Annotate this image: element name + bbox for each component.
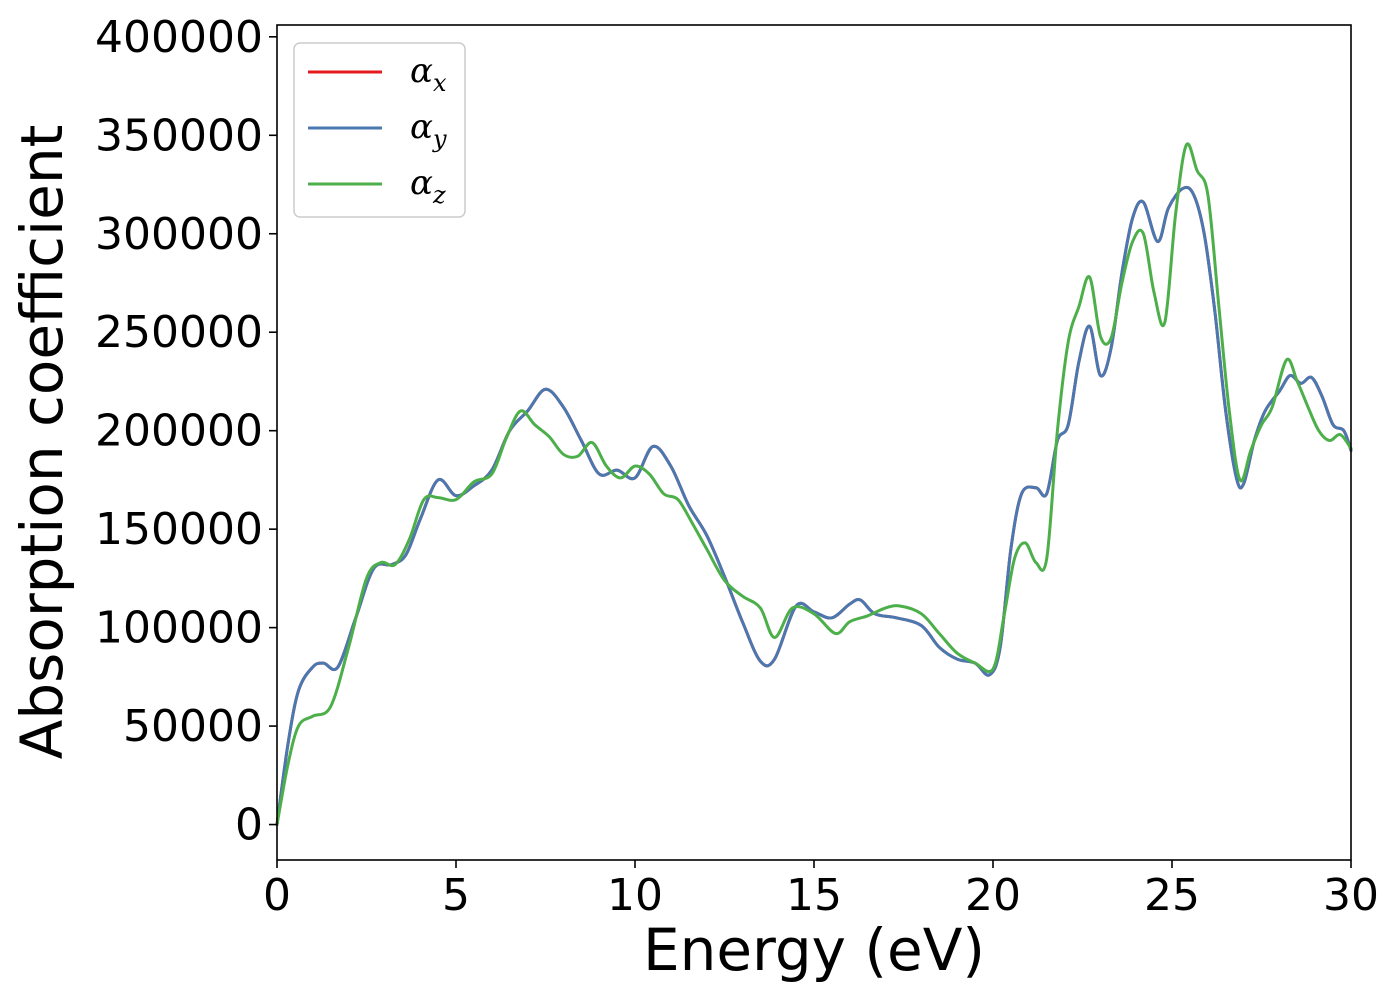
- x-tick-label: 20: [965, 870, 1021, 921]
- y-tick-label: 250000: [95, 307, 263, 358]
- x-axis: 0 5 10 15 20 25 30: [263, 860, 1379, 921]
- legend-label-x: αx: [410, 51, 447, 97]
- legend-label-z: αz: [410, 163, 446, 209]
- x-tick-label: 30: [1323, 870, 1379, 921]
- y-tick-label: 200000: [95, 406, 263, 457]
- y-tick-label: 0: [235, 800, 263, 851]
- series-line-z: [275, 142, 1353, 827]
- legend-label-y: αy: [410, 107, 447, 153]
- legend: αx αy αz: [293, 42, 466, 218]
- x-tick-label: 5: [442, 870, 470, 921]
- legend-box: [293, 42, 466, 218]
- y-tick-label: 100000: [95, 603, 263, 654]
- y-axis-title: Absorption coefficient: [8, 125, 76, 760]
- y-axis: 0 50000 100000 150000 200000 250000 300000 3500…: [95, 12, 277, 851]
- x-tick-label: 0: [263, 870, 291, 921]
- x-axis-title: Energy (eV): [643, 916, 985, 984]
- x-tick-label: 25: [1144, 870, 1200, 921]
- x-tick-label: 10: [607, 870, 663, 921]
- y-tick-label: 350000: [95, 110, 263, 161]
- x-tick-label: 15: [786, 870, 842, 921]
- y-tick-label: 400000: [95, 12, 263, 63]
- y-tick-label: 300000: [95, 209, 263, 260]
- y-tick-label: 50000: [123, 701, 263, 752]
- y-tick-label: 150000: [95, 504, 263, 555]
- series-layer: [275, 142, 1353, 827]
